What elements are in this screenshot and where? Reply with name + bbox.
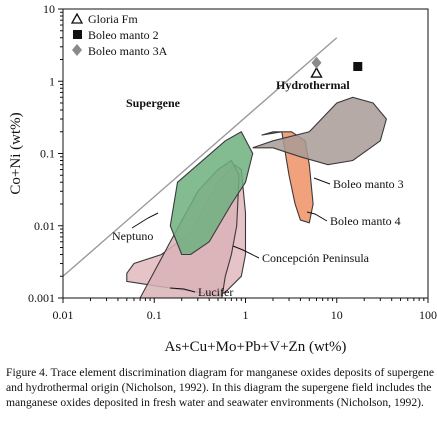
figure-caption: Figure 4. Trace element discrimination d… <box>6 366 435 410</box>
legend-marker-boleo-manto-3a <box>72 44 82 56</box>
x-tick-label: 100 <box>419 308 437 322</box>
y-tick-label: 10 <box>43 2 55 16</box>
legend-label-gloria-fm: Gloria Fm <box>88 12 138 26</box>
points-layer <box>310 56 363 78</box>
leader-boleo-manto-4 <box>306 211 328 222</box>
discrimination-chart: Supergene Hydrothermal Boleo manto 3 Boleo … <box>8 2 437 355</box>
field-boleo-manto-3 <box>252 96 388 166</box>
label-boleo-manto-3: Boleo manto 3 <box>333 177 404 191</box>
field-layer <box>126 96 388 299</box>
data-point-boleo-manto-3a <box>311 56 322 69</box>
x-tick-label: 1 <box>243 308 249 322</box>
y-tick-label: 0.1 <box>40 147 55 161</box>
legend-marker-boleo-manto-2 <box>73 30 82 39</box>
region-label-hydrothermal: Hydrothermal <box>276 78 350 92</box>
y-tick-label: 1 <box>49 74 55 88</box>
legend-label-boleo-manto-3a: Boleo manto 3A <box>88 44 168 58</box>
y-tick-label: 0.001 <box>28 291 55 305</box>
x-tick-label: 0.01 <box>53 308 74 322</box>
label-neptuno: Neptuno <box>112 229 153 243</box>
label-concepcion-peninsula: Concepción Peninsula <box>262 251 370 265</box>
leader-lucifer <box>169 287 196 293</box>
tick-layer: 0.01 0.1 1 10 100 0.001 0.01 0.1 1 10 <box>28 2 437 322</box>
legend-marker-gloria-fm <box>70 12 84 24</box>
label-lucifer: Lucifer <box>198 285 233 299</box>
leader-concepcion-peninsula <box>232 245 260 259</box>
y-axis-label: Co+Ni (wt%) <box>8 112 24 194</box>
x-axis-label: As+Cu+Mo+Pb+V+Zn (wt%) <box>165 339 347 355</box>
data-point-gloria-fm <box>310 66 323 78</box>
leader-neptuno <box>131 212 159 229</box>
legend-label-boleo-manto-2: Boleo manto 2 <box>88 28 159 42</box>
y-tick-label: 0.01 <box>34 219 55 233</box>
legend: Gloria Fm Boleo manto 2 Boleo manto 3A <box>70 12 168 58</box>
supergene-hydrothermal-boundary <box>62 37 338 277</box>
field-neptuno <box>169 131 254 256</box>
leader-boleo-manto-3 <box>313 177 331 185</box>
region-label-supergene: Supergene <box>126 96 181 110</box>
boundary-layer <box>62 37 338 277</box>
label-boleo-manto-4: Boleo manto 4 <box>330 214 401 228</box>
x-tick-label: 0.1 <box>147 308 162 322</box>
x-tick-label: 10 <box>331 308 343 322</box>
annotation-layer: Supergene Hydrothermal Boleo manto 3 Boleo … <box>112 78 404 299</box>
data-point-boleo-manto-2 <box>353 62 363 72</box>
